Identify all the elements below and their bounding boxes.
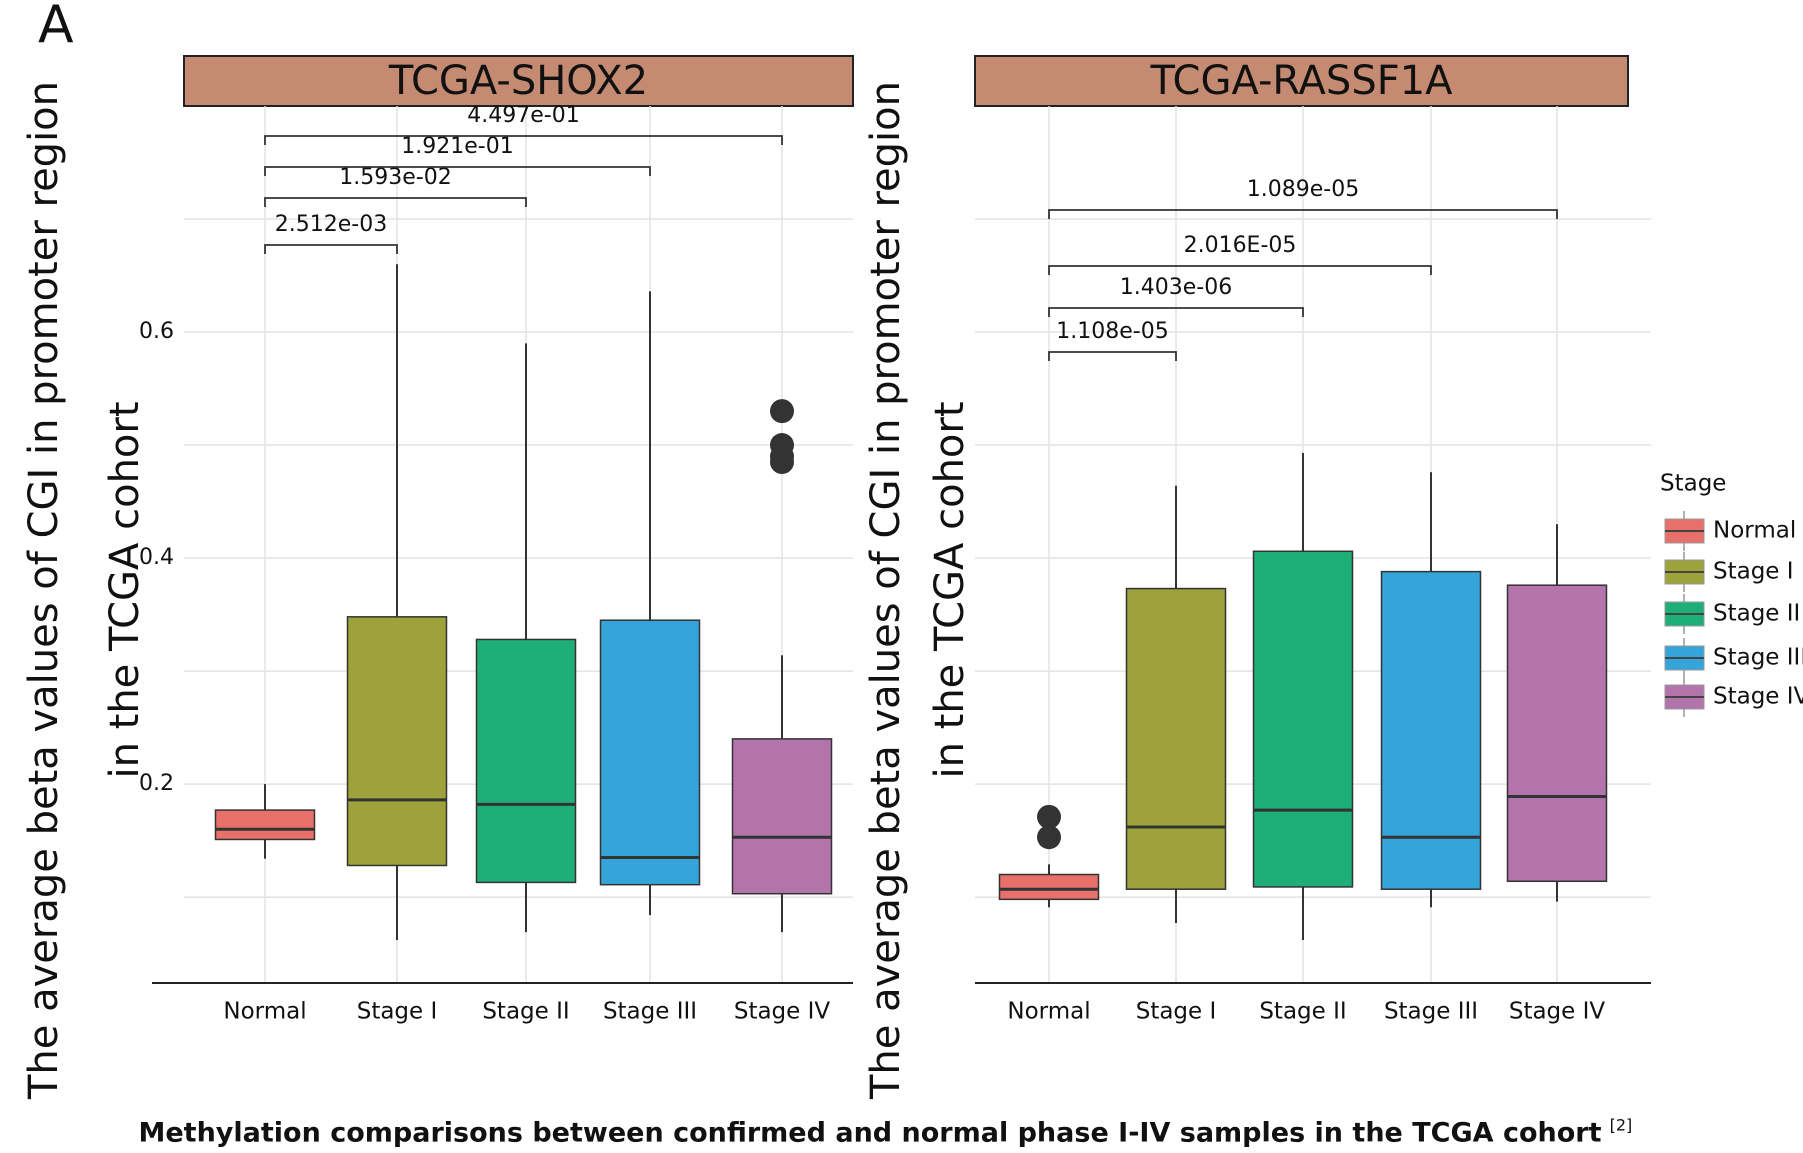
legend-label: Stage I [1713, 559, 1794, 585]
bracket [264, 197, 527, 207]
outlier [1037, 804, 1061, 829]
box [1380, 570, 1482, 890]
box [475, 638, 577, 884]
bracket [1048, 351, 1177, 361]
legend-label: Stage II [1713, 601, 1800, 627]
box [599, 619, 701, 886]
p-value: 4.497e-01 [467, 103, 579, 128]
box [998, 873, 1100, 901]
caption: Methylation comparisons between confirme… [139, 1118, 1602, 1149]
x-tick-label: Stage IV [734, 999, 831, 1025]
p-value: 1.403e-06 [1120, 275, 1232, 300]
y-axis-label: in the TCGA cohort [102, 401, 148, 778]
y-axis-label: in the TCGA cohort [927, 401, 973, 778]
x-tick-label: Normal [223, 999, 306, 1025]
strip [974, 55, 1629, 107]
x-tick-label: Stage IV [1509, 999, 1606, 1025]
bracket [1048, 265, 1432, 275]
x-tick-label: Stage I [1136, 999, 1217, 1025]
box [346, 616, 448, 867]
outlier [1037, 825, 1061, 850]
p-value: 1.593e-02 [339, 165, 451, 190]
legend-label: Stage IV [1713, 684, 1803, 710]
p-value: 1.921e-01 [401, 134, 513, 159]
bracket [264, 166, 651, 176]
legend-title: Stage [1660, 471, 1726, 497]
x-tick-label: Normal [1007, 999, 1090, 1025]
legend-label: Stage III [1713, 645, 1803, 671]
panel-title: TCGA-SHOX2 [388, 58, 648, 104]
x-tick-label: Stage III [1384, 999, 1478, 1025]
x-tick-label: Stage II [1259, 999, 1346, 1025]
panel-title: TCGA-RASSF1A [1149, 58, 1453, 104]
p-value: 1.089e-05 [1247, 177, 1359, 202]
bracket [264, 135, 783, 145]
panel-label: A [38, 0, 74, 55]
box [1506, 584, 1608, 883]
box [731, 738, 833, 895]
y-tick-label: 0.2 [139, 771, 174, 796]
bracket [1048, 209, 1558, 219]
bracket [264, 244, 398, 254]
y-axis-label: The average beta values of CGI in promot… [863, 81, 909, 1100]
outlier [770, 449, 794, 474]
strip [183, 55, 854, 107]
legend-label: Normal [1713, 518, 1796, 544]
y-tick-label: 0.4 [139, 545, 174, 570]
p-value: 2.512e-03 [275, 212, 387, 237]
p-value: 1.108e-05 [1056, 319, 1168, 344]
box [1252, 550, 1354, 888]
y-axis-label: The average beta values of CGI in promot… [21, 81, 67, 1100]
p-value: 2.016E-05 [1184, 233, 1297, 258]
box [1125, 587, 1227, 890]
box [214, 809, 316, 841]
x-tick-label: Stage II [482, 999, 569, 1025]
x-tick-label: Stage III [603, 999, 697, 1025]
outlier [770, 399, 794, 424]
caption-ref: [2] [1610, 1116, 1633, 1135]
bracket [1048, 307, 1304, 317]
x-tick-label: Stage I [357, 999, 438, 1025]
y-tick-label: 0.6 [139, 319, 174, 344]
